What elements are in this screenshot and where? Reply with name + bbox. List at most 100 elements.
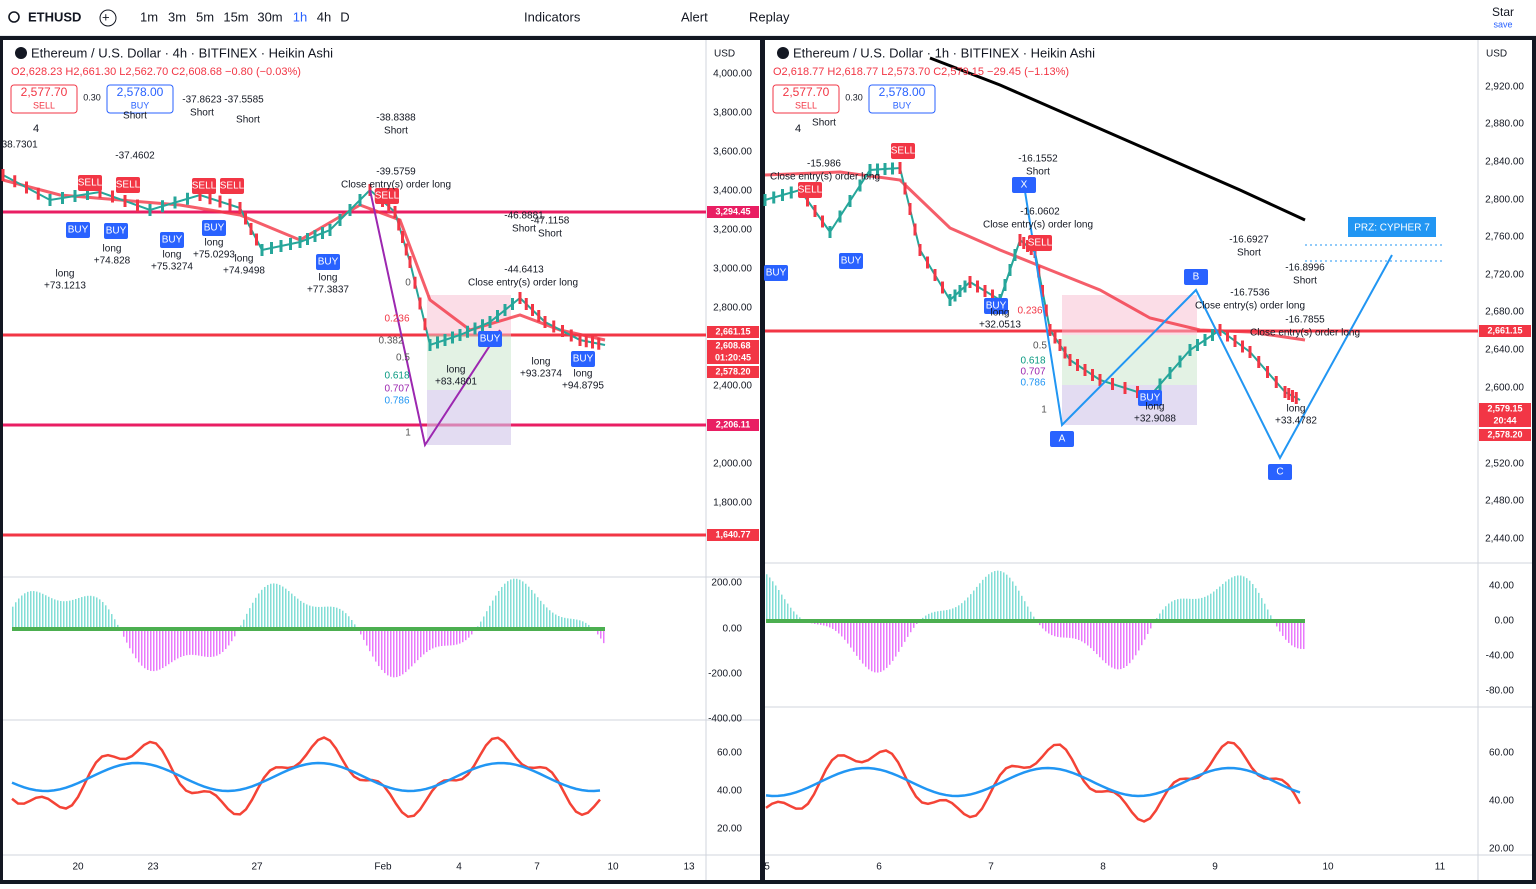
histogram-bar <box>769 577 771 621</box>
interval-button[interactable]: 5m <box>196 9 214 24</box>
histogram-bar <box>973 591 975 621</box>
histogram-bar <box>1186 599 1188 621</box>
histogram-bar <box>375 629 377 662</box>
candle <box>849 195 852 207</box>
alert-button[interactable]: Alert <box>681 9 708 24</box>
histogram-bar <box>372 629 374 657</box>
interval-button[interactable]: 30m <box>257 9 282 24</box>
annotation: 0.5 <box>396 353 410 364</box>
candle <box>474 323 477 335</box>
histogram-bar <box>1219 587 1221 621</box>
interval-button[interactable]: 1h <box>293 9 307 24</box>
candle <box>1124 382 1127 394</box>
histogram-bar <box>889 621 891 665</box>
histogram-bar <box>552 613 554 629</box>
annotation: PRZ: CYPHER 7 <box>1354 223 1430 234</box>
candle <box>764 194 767 206</box>
annotation: +83.4801 <box>435 377 477 388</box>
candle <box>409 256 412 268</box>
candle <box>1291 390 1294 402</box>
date-label: Feb <box>374 862 392 873</box>
interval-button[interactable]: 3m <box>168 9 186 24</box>
histogram-bar <box>336 608 338 629</box>
histogram-bar <box>1288 621 1290 643</box>
histogram-bar <box>225 629 227 649</box>
histogram-bar <box>994 571 996 621</box>
annotation: +75.3274 <box>151 262 193 273</box>
histogram-bar <box>27 592 29 629</box>
histogram-bar <box>195 629 197 655</box>
annotation: +75.0293 <box>193 250 235 261</box>
histogram-bar <box>288 591 290 629</box>
histogram-bar <box>1237 575 1239 621</box>
histogram-bar <box>976 587 978 621</box>
histogram-bar <box>417 629 419 660</box>
annotation: -39.5759 <box>376 167 416 178</box>
histogram-bar <box>1021 596 1023 621</box>
price-tick-label: 3,000.00 <box>713 264 752 275</box>
histogram-bar <box>1051 621 1053 635</box>
currency[interactable]: USD <box>1486 49 1507 60</box>
annotation: -16.7536 <box>1230 288 1270 299</box>
histogram-bar <box>132 629 134 654</box>
buy-label: BUY <box>893 100 912 110</box>
candle <box>1076 359 1079 371</box>
oscillator-tick-label: -40.00 <box>1486 651 1515 662</box>
rsi-tick-label: 40.00 <box>1489 796 1514 807</box>
histogram-bar <box>513 579 515 629</box>
candle <box>149 204 152 216</box>
histogram-bar <box>216 629 218 656</box>
annotation: 0.618 <box>1020 356 1045 367</box>
interval-button[interactable]: 1m <box>140 9 158 24</box>
interval-button[interactable]: D <box>340 9 349 24</box>
candle <box>941 282 944 294</box>
price-badge-text: 2,578.20 <box>1487 429 1522 439</box>
histogram-bar <box>456 629 458 645</box>
buy-price: 2,578.00 <box>117 85 164 99</box>
histogram-bar <box>504 584 506 629</box>
frame-top <box>0 36 1536 40</box>
price-tick-label: 2,600.00 <box>1485 383 1524 394</box>
indicator-count: 4 <box>795 123 801 135</box>
save-label[interactable]: save <box>1493 19 1512 29</box>
candle <box>209 192 212 204</box>
histogram-bar <box>177 629 179 658</box>
replay-button[interactable]: Replay <box>749 9 790 24</box>
histogram-bar <box>1066 621 1068 638</box>
signal-label: BUY <box>162 235 183 246</box>
histogram-bar <box>156 629 158 671</box>
candle <box>504 304 507 316</box>
histogram-bar <box>321 607 323 629</box>
histogram-bar <box>1210 594 1212 621</box>
price-tick-label: 2,520.00 <box>1485 459 1524 470</box>
frame-right <box>1532 36 1536 884</box>
annotation: +94.8795 <box>562 381 604 392</box>
histogram-bar <box>174 629 176 660</box>
histogram-bar <box>333 607 335 629</box>
histogram-bar <box>883 621 885 670</box>
spread: 0.30 <box>83 92 101 102</box>
interval-button[interactable]: 15m <box>223 9 248 24</box>
histogram-bar <box>1225 581 1227 621</box>
histogram-bar <box>15 602 17 629</box>
histogram-bar <box>222 629 224 652</box>
annotation: 0.236 <box>384 314 409 325</box>
histogram-bar <box>393 629 395 677</box>
star-button[interactable]: Star <box>1492 5 1514 19</box>
price-tick-label: 2,760.00 <box>1485 232 1524 243</box>
candle <box>1111 378 1114 390</box>
currency[interactable]: USD <box>714 49 735 60</box>
histogram-bar <box>1024 601 1026 621</box>
histogram-bar <box>1144 621 1146 640</box>
histogram-bar <box>853 621 855 652</box>
histogram-bar <box>997 571 999 621</box>
annotation: Short <box>1293 276 1317 287</box>
symbol-logo <box>777 47 789 59</box>
indicators-button[interactable]: Indicators <box>524 9 581 24</box>
signal-label: SELL <box>78 178 103 189</box>
histogram-bar <box>1072 621 1074 638</box>
interval-button[interactable]: 4h <box>317 9 331 24</box>
annotation: long <box>103 244 122 255</box>
symbol[interactable]: ETHUSD <box>28 9 81 24</box>
